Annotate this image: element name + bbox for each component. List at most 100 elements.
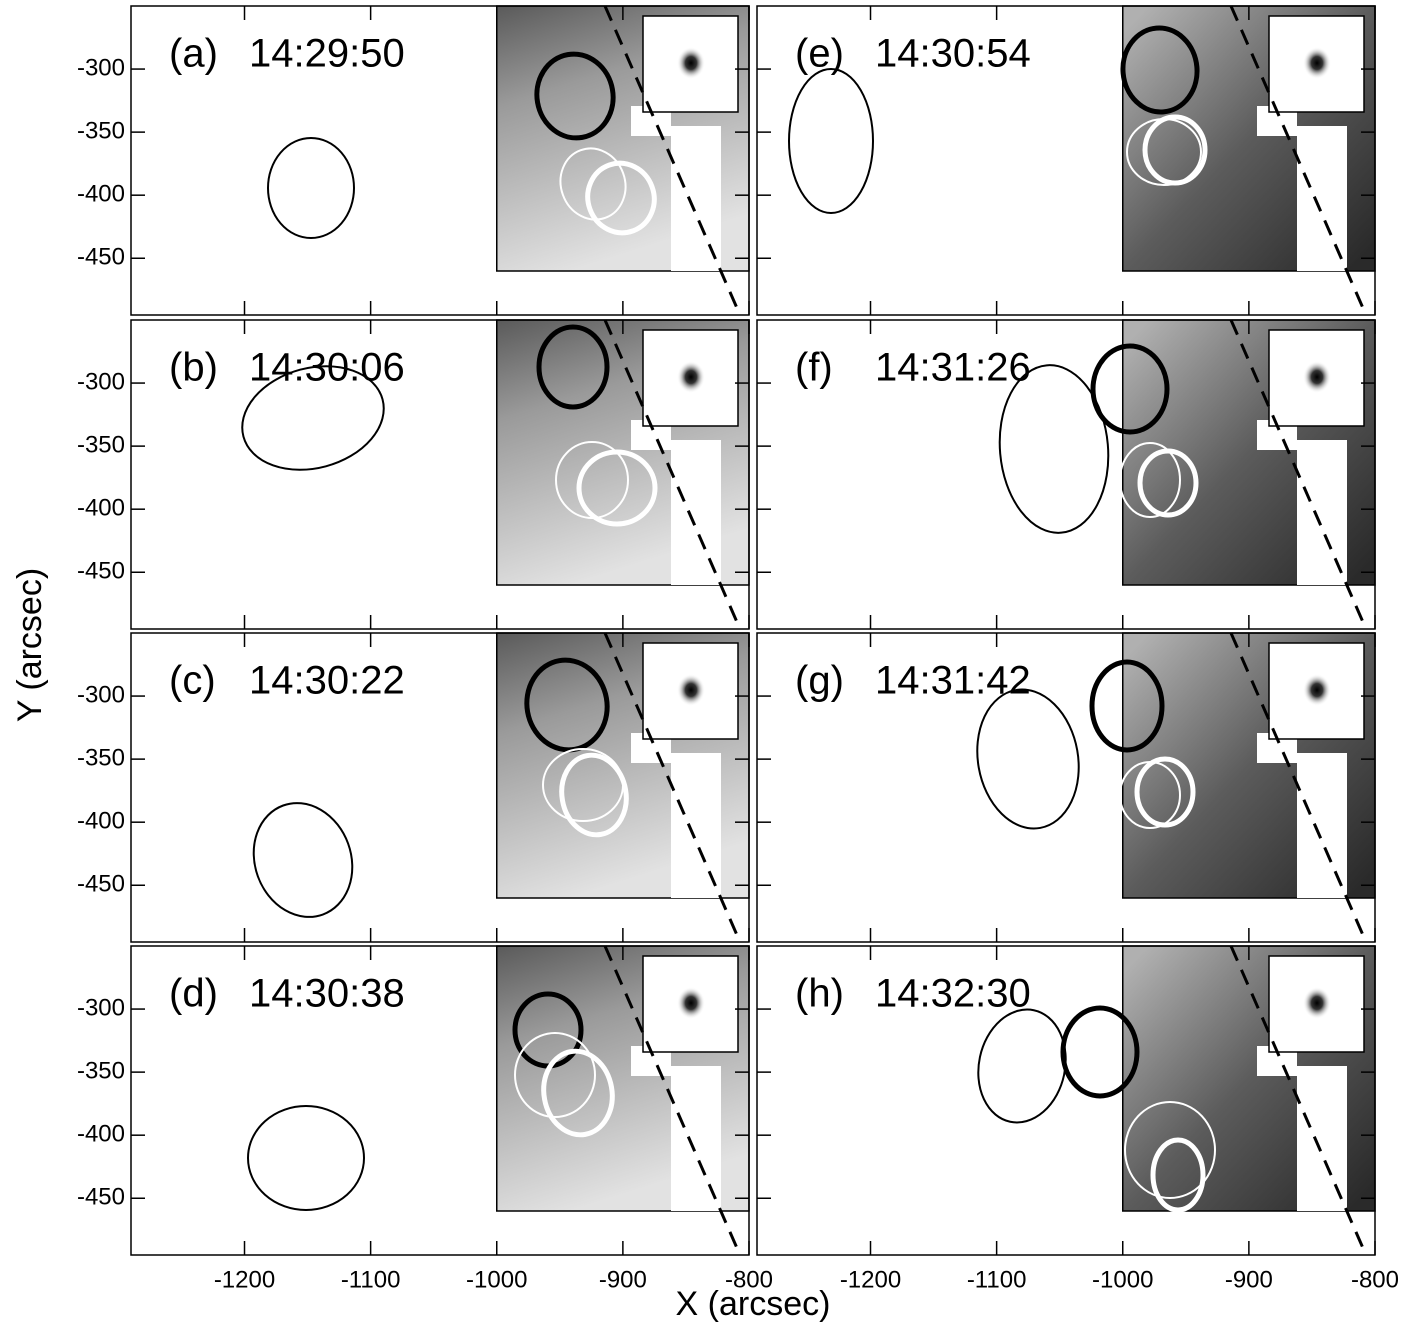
- y-tick-label: -450: [77, 244, 125, 271]
- contour: [1089, 659, 1165, 753]
- panel: -1200 -1100 -1000 -900 -800 (h) 14:32:30: [756, 945, 1399, 1293]
- panel-time: 14:31:42: [875, 659, 1031, 703]
- contour: [1134, 756, 1196, 828]
- panel-time: 14:30:54: [875, 32, 1031, 76]
- contour: [1119, 442, 1181, 518]
- panel: -1200 -1100 -1000 -900 -800 -450 -400 -350 -300 (…: [77, 945, 773, 1293]
- limb-line: [1229, 945, 1368, 1256]
- contour: [1150, 1137, 1206, 1213]
- inset-source: [677, 674, 705, 706]
- y-tick-label: -350: [77, 117, 125, 144]
- limb-line: [603, 945, 742, 1256]
- contour: [1137, 448, 1199, 518]
- panel: (g) 14:31:42: [756, 632, 1376, 943]
- x-tick-label: -1200: [840, 1266, 901, 1293]
- contour: [977, 1008, 1067, 1124]
- y-tick-label: -300: [77, 681, 125, 708]
- image-gap: [671, 753, 721, 898]
- y-tick-label: -400: [77, 181, 125, 208]
- x-tick-label: -1000: [1092, 1266, 1153, 1293]
- panel-time: 14:30:22: [249, 659, 405, 703]
- x-axis-title: X (arcsec): [676, 1285, 831, 1323]
- panel-time: 14:30:38: [249, 972, 405, 1016]
- limb-line: [603, 632, 742, 943]
- plot-frame: [756, 632, 1376, 943]
- panel-time: 14:32:30: [875, 972, 1031, 1016]
- inset-source: [677, 47, 705, 79]
- image-gap: [671, 1066, 721, 1211]
- inset-source: [677, 361, 705, 393]
- x-tick-label: -800: [1351, 1266, 1399, 1293]
- contour: [1090, 343, 1170, 435]
- x-tick-label: -1100: [967, 1266, 1027, 1293]
- plot-frame: [130, 5, 750, 316]
- contour: [247, 1105, 365, 1211]
- panel-label: (c): [169, 659, 216, 703]
- panel-label: (g): [795, 659, 844, 703]
- y-tick-label: -350: [77, 1057, 125, 1084]
- contour: [976, 688, 1080, 830]
- y-tick-label: -450: [77, 871, 125, 898]
- plot-frame: [756, 319, 1376, 630]
- plot-frame: [756, 5, 1376, 316]
- contour: [998, 364, 1110, 534]
- y-tick-label: -450: [77, 558, 125, 585]
- panel-label: (a): [169, 32, 218, 76]
- y-tick-label: -450: [77, 1184, 125, 1211]
- contour: [1120, 25, 1200, 115]
- inset-source: [1303, 674, 1331, 706]
- panel: -450 -400 -350 -300 (c) 14:30:22: [77, 632, 750, 943]
- inset-source: [1303, 47, 1331, 79]
- plot-frame: [130, 632, 750, 943]
- panel-time: 14:29:50: [249, 32, 405, 76]
- limb-line: [603, 5, 742, 316]
- x-tick-label: -1200: [214, 1266, 275, 1293]
- limb-line: [603, 319, 742, 630]
- inset-source: [677, 987, 705, 1019]
- plot-frame: [756, 945, 1376, 1256]
- contour: [788, 68, 874, 214]
- contour: [536, 324, 610, 410]
- inset-source: [1303, 361, 1331, 393]
- contour: [559, 752, 629, 838]
- panel: -450 -400 -350 -300 (b) 14:30:06: [77, 319, 750, 630]
- contour: [267, 137, 355, 239]
- y-tick-label: -400: [77, 495, 125, 522]
- image-gap: [1297, 440, 1347, 585]
- contour: [1124, 1101, 1216, 1199]
- y-tick-label: -350: [77, 744, 125, 771]
- contour: [576, 449, 658, 527]
- contour: [514, 1032, 596, 1118]
- contour: [241, 365, 385, 471]
- limb-line: [1229, 319, 1368, 630]
- contour: [534, 51, 616, 141]
- panel-label: (f): [795, 346, 833, 390]
- y-tick-label: -350: [77, 431, 125, 458]
- image-gap: [671, 440, 721, 585]
- x-tick-label: -900: [599, 1266, 647, 1293]
- plot-frame: [130, 319, 750, 630]
- y-tick-label: -400: [77, 1121, 125, 1148]
- y-tick-label: -400: [77, 808, 125, 835]
- x-tick-label: -900: [1225, 1266, 1273, 1293]
- contour: [585, 160, 657, 236]
- panel: (f) 14:31:26: [756, 319, 1376, 630]
- panel-label: (d): [169, 972, 218, 1016]
- panel: -450 -400 -350 -300 (a) 14:29:50: [77, 5, 750, 316]
- limb-line: [1229, 5, 1368, 316]
- contour: [252, 802, 354, 918]
- contour: [541, 1048, 615, 1138]
- panel-time: 14:31:26: [875, 346, 1031, 390]
- panel-time: 14:30:06: [249, 346, 405, 390]
- image-gap: [1297, 753, 1347, 898]
- contour: [1060, 1005, 1140, 1099]
- contour: [559, 147, 627, 221]
- plot-frame: [130, 945, 750, 1256]
- image-gap: [1297, 126, 1347, 271]
- panel-label: (e): [795, 32, 844, 76]
- y-axis-title: Y (arcsec): [11, 568, 49, 722]
- x-tick-label: -800: [725, 1266, 773, 1293]
- contour: [1142, 114, 1208, 186]
- limb-line: [1229, 632, 1368, 943]
